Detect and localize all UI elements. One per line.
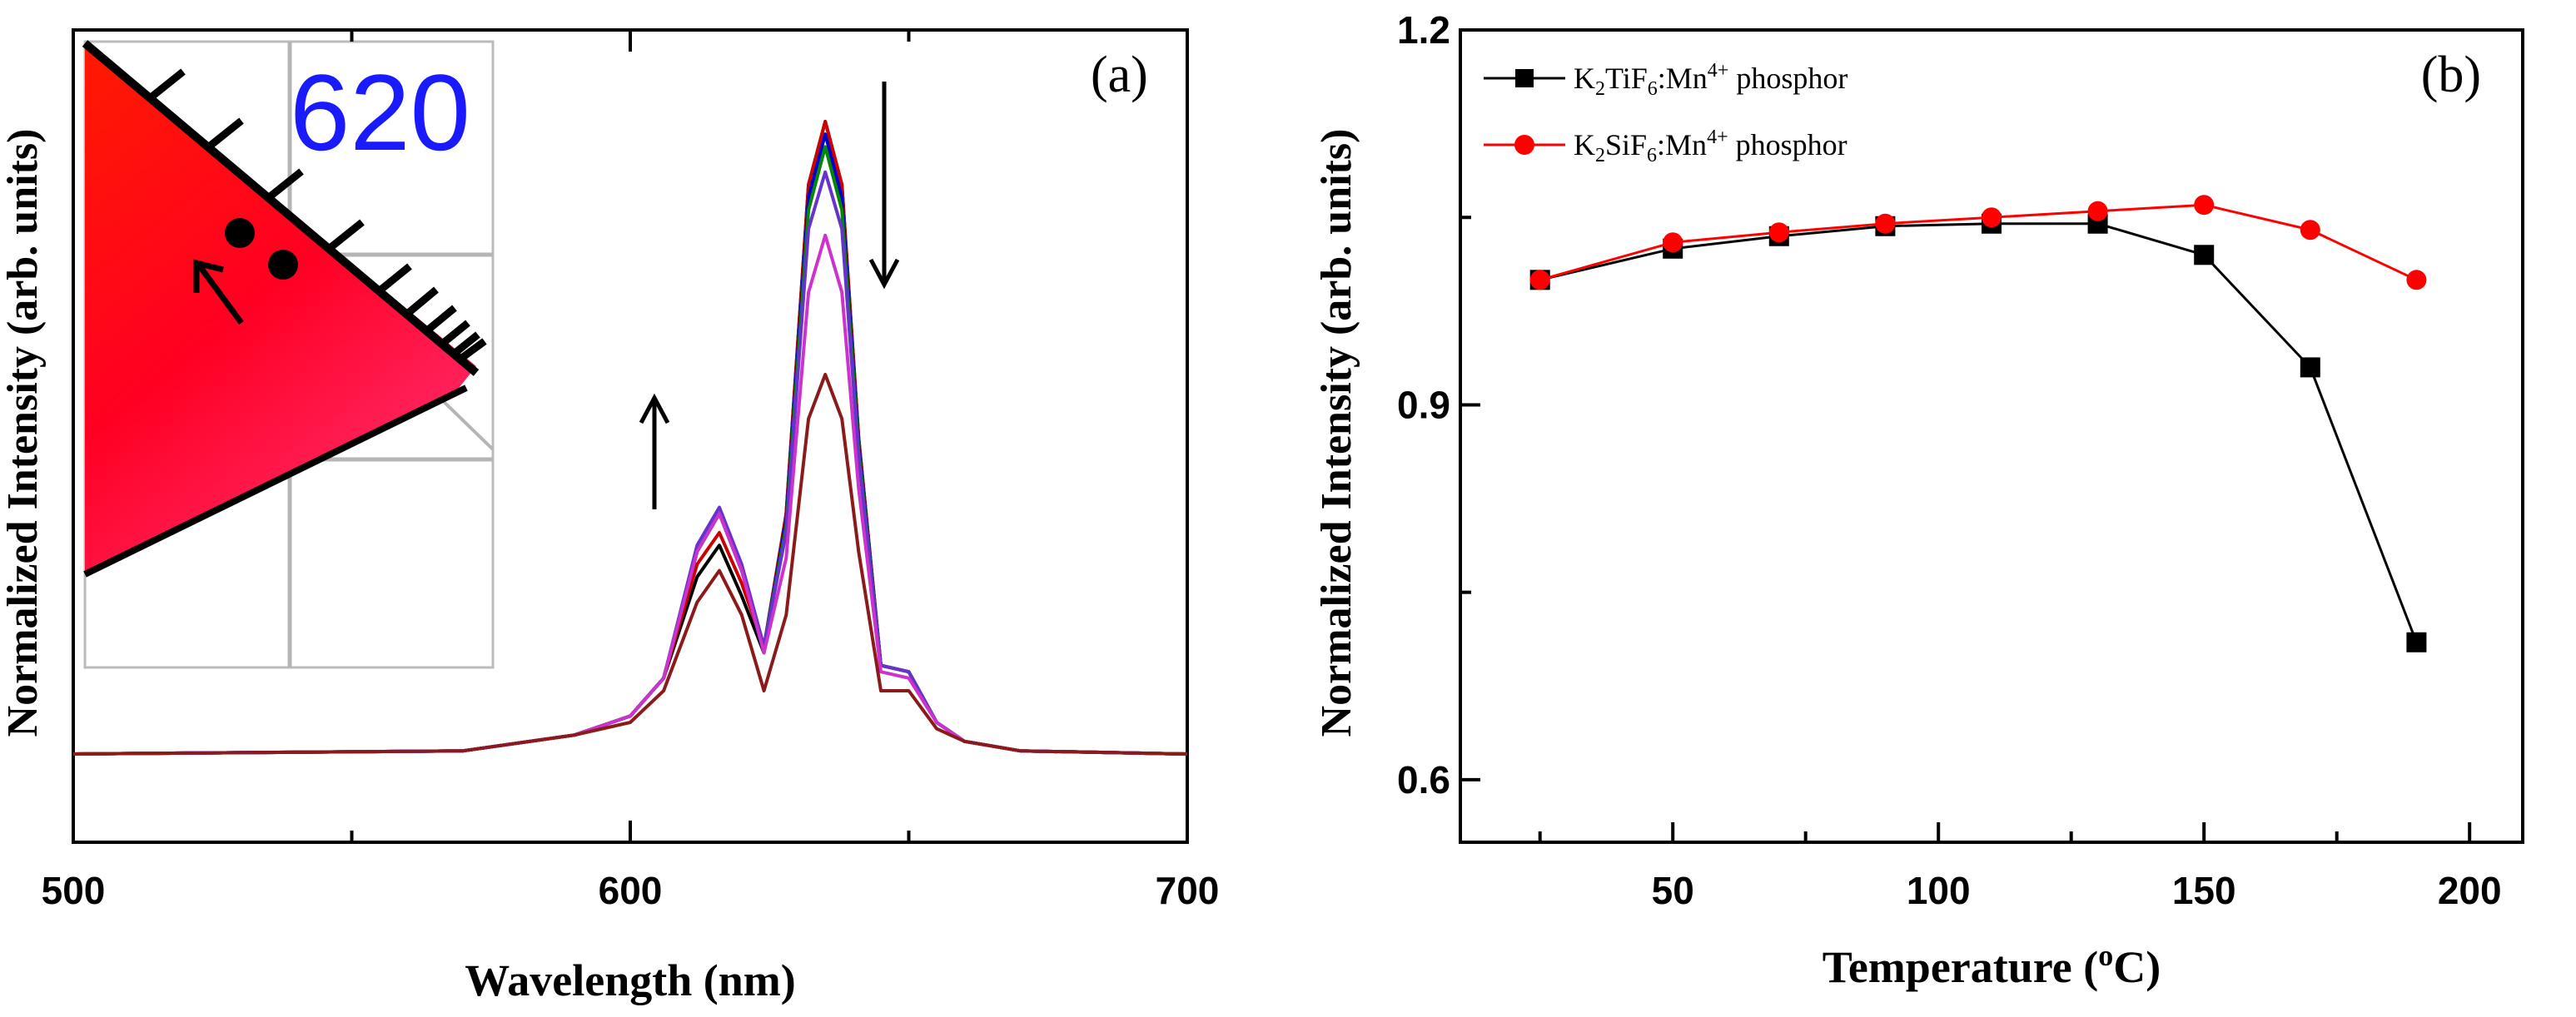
panel-a-tag: (a) — [1091, 47, 1148, 103]
legend-entry-k2sif6: K2SiF6:Mn4+ phosphor — [1574, 127, 1847, 166]
panel-b-y-axis-title: Normalized Intensity (arb. units) — [1313, 129, 1360, 737]
legend-swatch-marker-square — [1515, 69, 1534, 87]
series-line-k2tif6 — [1539, 222, 2418, 643]
inset-wavelength-label: 620 — [290, 52, 470, 173]
x-tick-label: 200 — [2438, 869, 2502, 912]
data-point-k2sif6 — [1663, 232, 1683, 253]
data-point-k2sif6 — [1768, 222, 1789, 243]
inset-locus-ticks — [147, 68, 487, 363]
panel-b-series-group — [1529, 195, 2427, 652]
y-tick-label: 0.9 — [1397, 383, 1450, 426]
panel-b-plot-frame — [1459, 28, 2524, 844]
locus-tick — [206, 117, 244, 151]
x-tick-label: 600 — [599, 869, 663, 912]
panel-a-y-axis-title: Normalized Intensity (arb. units) — [0, 129, 47, 737]
arrow-up-head — [639, 393, 670, 424]
data-point-k2sif6 — [1875, 213, 1896, 234]
locus-tick — [266, 168, 304, 201]
panel-a-x-ticks: 500 600 700 — [42, 30, 1220, 912]
panel-b-legend: K2TiF6:Mn4+ phosphor K2SiF6:Mn4+ phospho… — [1484, 60, 1847, 166]
panel-b-x-axis-title: Temperature (oC) — [1823, 939, 2161, 992]
inset-color-region — [85, 43, 476, 574]
y-tick-label: 1.2 — [1397, 8, 1450, 52]
legend-entry-k2tif6: K2TiF6:Mn4+ phosphor — [1574, 60, 1847, 100]
inset-purple-line — [83, 384, 468, 578]
x-tick-label: 700 — [1156, 869, 1220, 912]
panel-b: 50 100 150 200 0.6 0.9 1.2 K2TiF6:Mn4+ phospho… — [1313, 8, 2524, 992]
locus-tick — [147, 68, 186, 102]
locus-tick — [424, 305, 457, 335]
inset-arrow-head — [193, 259, 224, 293]
x-tick-label: 150 — [2172, 869, 2236, 912]
x-tick-label: 100 — [1907, 869, 1971, 912]
spectrum-series-7 — [72, 373, 1188, 756]
panel-b-tag: (b) — [2421, 47, 2481, 103]
x-tick-label: 500 — [42, 869, 106, 912]
data-point-k2sif6 — [2087, 201, 2108, 221]
x-tick-label: 50 — [1652, 869, 1694, 912]
data-point-k2sif6 — [2300, 220, 2320, 241]
spectrum-series-6 — [72, 233, 1188, 756]
data-point-k2sif6 — [1982, 207, 2002, 228]
panel-a-x-axis-title: Wavelength (nm) — [465, 955, 796, 1005]
locus-tick — [439, 320, 470, 348]
legend-swatch-marker-circle — [1514, 135, 1534, 155]
inset-point — [225, 218, 255, 248]
inset-point — [268, 250, 298, 280]
inset-arrow-shaft — [197, 264, 244, 325]
locus-tick — [326, 219, 365, 252]
locus-tick — [376, 263, 412, 295]
data-point-k2tif6 — [2194, 245, 2215, 265]
panel-a: 620 500 600 700 (a) Wavelength (nm) Normal… — [0, 28, 1220, 1005]
data-point-k2sif6 — [1529, 270, 1550, 290]
inset-cie-diagram: 620 — [82, 40, 495, 669]
y-tick-label: 0.6 — [1397, 758, 1450, 801]
locus-tick — [457, 338, 487, 363]
panel-a-annotation-arrows — [639, 82, 900, 509]
panel-b-ticks: 50 100 150 200 0.6 0.9 1.2 — [1397, 8, 2502, 912]
data-point-k2tif6 — [2300, 357, 2320, 378]
locus-tick — [404, 286, 439, 318]
panel-a-series-group — [72, 120, 1188, 756]
data-point-k2tif6 — [2406, 632, 2427, 652]
data-point-k2sif6 — [2406, 270, 2427, 290]
arrow-down-head — [868, 258, 900, 290]
locus-tick — [450, 331, 480, 358]
data-point-k2sif6 — [2194, 195, 2215, 216]
